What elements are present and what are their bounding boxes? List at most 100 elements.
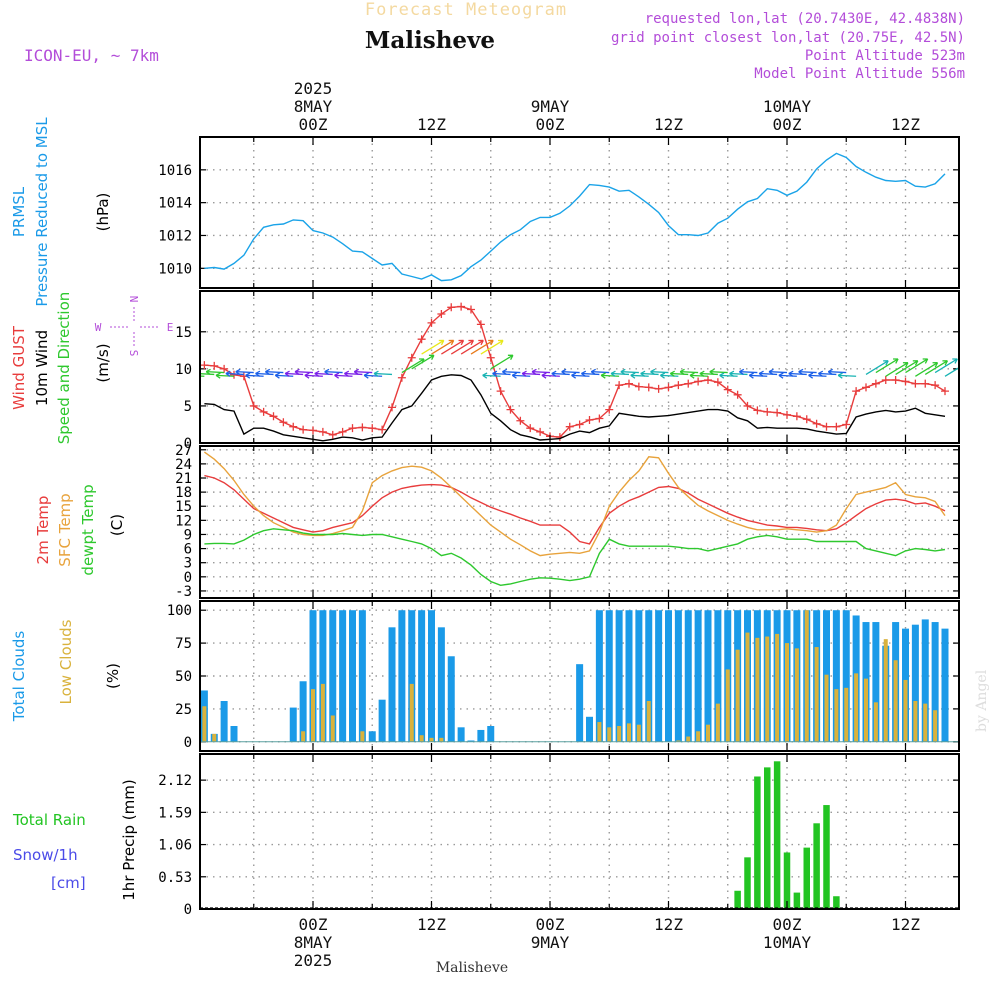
bar-low-clouds — [854, 673, 859, 742]
wind-arrow-head — [561, 368, 567, 375]
bar-low-clouds — [676, 740, 681, 742]
bar-total-clouds — [832, 610, 840, 742]
wind-arrow — [818, 372, 837, 376]
gust-marker — [822, 422, 831, 431]
y-tick-label: 0 — [184, 902, 192, 918]
panel-frame — [199, 445, 960, 599]
gust-marker — [417, 335, 426, 344]
gust-marker — [605, 405, 614, 414]
gust-marker — [388, 403, 396, 412]
bar-low-clouds — [311, 689, 315, 742]
wind-arrow — [275, 374, 294, 377]
gust-marker — [299, 425, 308, 434]
wind-arrow-head — [205, 368, 211, 375]
gust-marker — [862, 383, 870, 392]
bar-low-clouds — [913, 701, 918, 742]
panel-plot-area — [200, 302, 959, 442]
bar-total-clouds — [487, 726, 495, 742]
bar-total-rain — [764, 767, 771, 909]
wind-arrow-head — [502, 368, 508, 375]
wind-arrow — [561, 371, 580, 374]
bottom-time-label: 00Z — [536, 915, 565, 934]
wind-arrow-head — [640, 370, 646, 377]
wind-arrow-head — [274, 372, 280, 379]
y-tick-label: 75 — [175, 636, 192, 652]
bar-low-clouds — [883, 639, 888, 742]
wind-arrow — [431, 339, 455, 355]
wind-arrow-head — [245, 372, 251, 379]
gust-marker — [368, 424, 377, 433]
series-line-prmsl — [204, 152, 946, 282]
wind-arrow-head — [630, 372, 636, 379]
wind-arrow — [729, 372, 748, 376]
wind-arrow-head — [650, 368, 656, 375]
bottom-time-label: 12Z — [891, 915, 920, 934]
bar-total-rain — [754, 776, 761, 909]
temp-label-sfc: SFC Temp — [56, 493, 74, 566]
gust-marker — [664, 383, 673, 392]
wind-arrow — [660, 374, 679, 377]
wind-arrow-head — [912, 360, 919, 366]
clouds-unit: (%) — [104, 663, 122, 689]
wind-arrow — [838, 374, 857, 377]
wind-arrow — [601, 374, 620, 377]
bar-low-clouds — [301, 731, 306, 742]
panel-precip: 0 0.53 1.06 1.59 2.12 — [158, 753, 960, 918]
gust-marker — [516, 416, 525, 425]
wind-arrow — [630, 374, 649, 377]
precip-label-rain: Total Rain — [12, 811, 86, 829]
panel-plot-area — [200, 610, 959, 743]
bottom-time-label: 10MAY — [763, 933, 812, 952]
bottom-time-label: 00Z — [773, 915, 802, 934]
bar-low-clouds — [439, 737, 444, 742]
wind-arrow — [591, 371, 610, 374]
wind-arrow — [200, 373, 215, 376]
gust-marker — [526, 424, 535, 433]
gust-marker — [723, 385, 732, 394]
bar-total-clouds — [645, 610, 653, 742]
bar-total-clouds — [408, 610, 416, 742]
wind-unit: (m/s) — [94, 343, 112, 382]
wind-arrow — [344, 372, 363, 376]
series-line-10m-wind — [204, 374, 946, 442]
y-tick-label: 3 — [184, 556, 192, 572]
wind-arrow-head — [304, 372, 310, 379]
gust-marker — [674, 381, 683, 390]
wind-arrow-head — [284, 370, 290, 377]
bar-total-clouds — [349, 610, 356, 742]
top-time-label: 12Z — [654, 115, 683, 134]
gust-marker — [249, 401, 258, 410]
gust-marker — [615, 381, 624, 390]
bar-total-clouds — [358, 610, 366, 742]
wind-arrow-head — [324, 368, 330, 375]
gust-marker — [881, 375, 890, 384]
wind-arrow — [235, 371, 254, 374]
wind-arrow — [934, 358, 958, 374]
bar-low-clouds — [933, 710, 938, 742]
bar-total-clouds — [872, 622, 880, 742]
wind-arrow — [689, 374, 709, 377]
panel-frame — [199, 600, 960, 752]
panel-frame — [199, 753, 960, 910]
wind-arrow — [401, 358, 425, 374]
bar-total-clouds — [398, 610, 406, 742]
series-line-2m-temp — [204, 474, 946, 545]
y-tick-label: 6 — [184, 542, 192, 558]
wind-arrow-head — [808, 372, 814, 379]
gust-marker — [506, 405, 515, 414]
panel-wind: 0 5 10 15 — [175, 290, 960, 452]
gust-marker — [763, 407, 772, 416]
gust-marker — [427, 318, 436, 327]
wind-arrow-head — [498, 339, 504, 346]
gust-marker — [230, 370, 238, 379]
bar-low-clouds — [893, 660, 898, 742]
gust-marker — [634, 382, 643, 391]
wind-arrow — [502, 371, 521, 374]
gust-marker — [289, 422, 298, 431]
bar-total-clouds — [694, 610, 702, 742]
wind-arrow — [512, 374, 531, 377]
wind-arrow-head — [837, 372, 843, 379]
panel-frame — [199, 290, 960, 444]
wind-arrow-head — [709, 368, 715, 375]
precip-label-cm: [cm] — [51, 874, 86, 892]
